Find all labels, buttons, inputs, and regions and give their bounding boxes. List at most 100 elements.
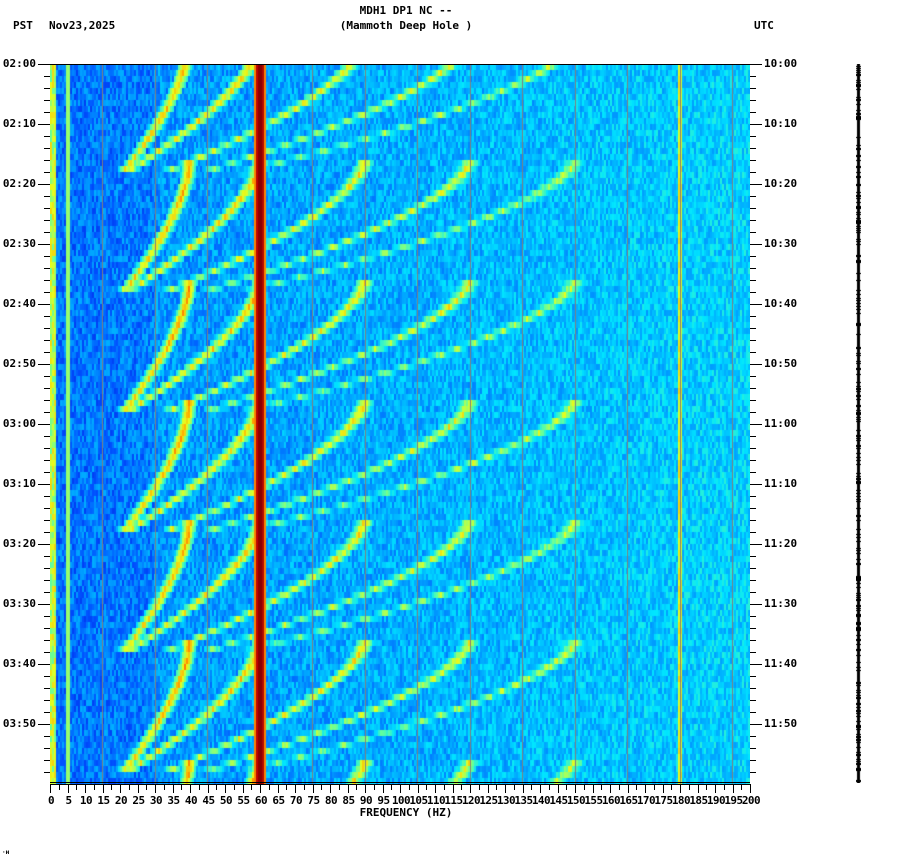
x-tick-label: 200 xyxy=(741,794,761,807)
spectrogram-plot xyxy=(50,64,750,784)
x-tick-label: 25 xyxy=(132,794,145,807)
y-minor-tick xyxy=(44,628,50,629)
y-tick-label-left: 03:00 xyxy=(2,417,36,430)
x-major-tick xyxy=(610,784,611,793)
x-major-tick xyxy=(593,784,594,793)
x-minor-tick xyxy=(654,784,655,790)
y-minor-tick xyxy=(44,556,50,557)
y-minor-tick xyxy=(44,196,50,197)
y-major-tick xyxy=(750,664,762,665)
y-minor-tick xyxy=(750,616,756,617)
y-tick-label-right: 10:50 xyxy=(764,357,798,370)
y-minor-tick xyxy=(44,316,50,317)
x-tick-label: 65 xyxy=(272,794,285,807)
y-tick-label-right: 10:00 xyxy=(764,57,798,70)
x-major-tick xyxy=(383,784,384,793)
corner-mark: ·ʜ xyxy=(2,849,10,856)
y-minor-tick xyxy=(44,760,50,761)
y-minor-tick xyxy=(750,376,756,377)
x-major-tick xyxy=(348,784,349,793)
x-tick-label: 20 xyxy=(114,794,128,807)
y-minor-tick xyxy=(44,328,50,329)
x-minor-tick xyxy=(216,784,217,790)
x-minor-tick xyxy=(94,784,95,790)
y-minor-tick xyxy=(44,508,50,509)
x-minor-tick xyxy=(724,784,725,790)
x-major-tick xyxy=(558,784,559,793)
y-minor-tick xyxy=(750,628,756,629)
y-minor-tick xyxy=(750,508,756,509)
y-minor-tick xyxy=(750,472,756,473)
y-minor-tick xyxy=(44,148,50,149)
y-major-tick xyxy=(38,184,50,185)
x-tick-label: 130 xyxy=(496,794,516,807)
y-major-tick xyxy=(750,184,762,185)
y-minor-tick xyxy=(750,532,756,533)
x-minor-tick xyxy=(251,784,252,790)
x-major-tick xyxy=(85,784,86,793)
x-tick-label: 10 xyxy=(79,794,93,807)
x-tick-label: 70 xyxy=(289,794,303,807)
x-major-tick xyxy=(733,784,734,793)
y-major-tick xyxy=(38,484,50,485)
y-minor-tick xyxy=(750,760,756,761)
x-tick-label: 170 xyxy=(636,794,656,807)
x-minor-tick xyxy=(549,784,550,790)
x-minor-tick xyxy=(426,784,427,790)
x-minor-tick xyxy=(584,784,585,790)
y-minor-tick xyxy=(750,400,756,401)
y-minor-tick xyxy=(750,316,756,317)
y-tick-label-right: 11:50 xyxy=(764,717,798,730)
y-minor-tick xyxy=(750,232,756,233)
x-tick-label: 155 xyxy=(584,794,603,807)
y-major-tick xyxy=(38,424,50,425)
y-minor-tick xyxy=(750,388,756,389)
y-minor-tick xyxy=(44,388,50,389)
y-tick-label-left: 03:30 xyxy=(2,597,36,610)
y-major-tick xyxy=(38,304,50,305)
x-major-tick xyxy=(208,784,209,793)
y-major-tick xyxy=(38,664,50,665)
x-major-tick xyxy=(50,784,51,793)
y-major-tick xyxy=(750,304,762,305)
y-minor-tick xyxy=(750,208,756,209)
x-major-tick xyxy=(278,784,279,793)
x-major-tick xyxy=(523,784,524,793)
y-tick-label-left: 02:20 xyxy=(2,177,36,190)
y-major-tick xyxy=(750,484,762,485)
y-minor-tick xyxy=(44,220,50,221)
x-tick-label: 135 xyxy=(514,794,533,807)
y-minor-tick xyxy=(750,772,756,773)
x-major-tick xyxy=(715,784,716,793)
y-minor-tick xyxy=(44,160,50,161)
x-minor-tick xyxy=(164,784,165,790)
y-minor-tick xyxy=(750,280,756,281)
y-minor-tick xyxy=(750,556,756,557)
x-tick-label: 85 xyxy=(342,794,355,807)
x-major-tick xyxy=(260,784,261,793)
y-minor-tick xyxy=(750,712,756,713)
y-minor-tick xyxy=(44,436,50,437)
x-major-tick xyxy=(243,784,244,793)
x-minor-tick xyxy=(601,784,602,790)
y-minor-tick xyxy=(750,676,756,677)
x-major-tick xyxy=(365,784,366,793)
y-minor-tick xyxy=(44,772,50,773)
x-minor-tick xyxy=(496,784,497,790)
x-tick-label: 80 xyxy=(324,794,338,807)
y-minor-tick xyxy=(44,352,50,353)
x-tick-label: 35 xyxy=(167,794,180,807)
x-tick-label: 110 xyxy=(426,794,446,807)
x-major-tick xyxy=(155,784,156,793)
y-minor-tick xyxy=(44,616,50,617)
x-tick-label: 160 xyxy=(601,794,621,807)
right-timezone: UTC xyxy=(754,19,774,32)
y-major-tick xyxy=(750,364,762,365)
x-major-tick xyxy=(313,784,314,793)
x-major-tick xyxy=(418,784,419,793)
x-major-tick xyxy=(173,784,174,793)
station-line: MDH1 DP1 NC -- xyxy=(359,4,453,17)
y-major-tick xyxy=(750,604,762,605)
y-minor-tick xyxy=(44,736,50,737)
y-minor-tick xyxy=(750,748,756,749)
